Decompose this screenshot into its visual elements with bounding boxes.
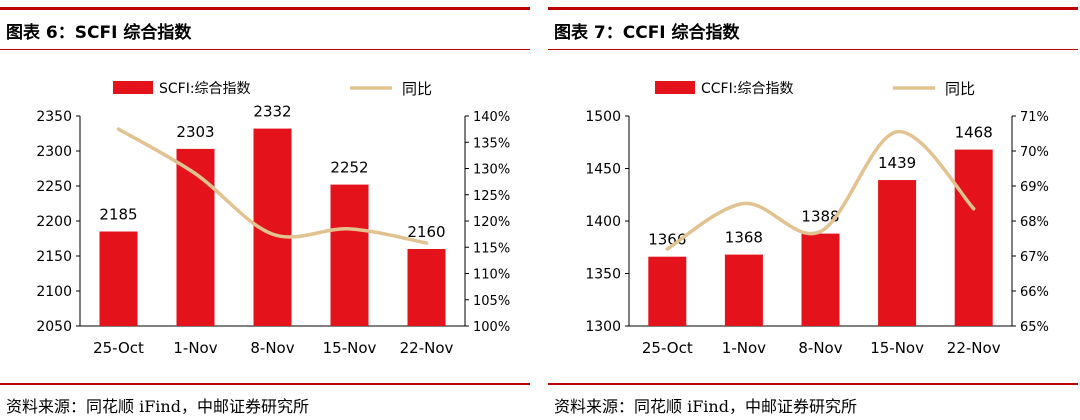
y2-tick-label: 105% [473, 294, 510, 309]
yoy-line [116, 127, 429, 245]
x-tick-label: 8-Nov [250, 339, 294, 357]
bar [648, 256, 687, 326]
bar [99, 231, 138, 326]
x-tick-label: 1-Nov [173, 339, 217, 357]
y2-tick-label: 125% [473, 189, 510, 204]
legend-line-label: 同比 [402, 80, 432, 98]
y-tick-label: 2100 [36, 284, 72, 300]
bar [801, 233, 840, 326]
bar-value-label: 2252 [330, 159, 368, 177]
y2-tick-label: 66% [1020, 285, 1049, 300]
y-tick-label: 1500 [585, 109, 621, 125]
legend-bar-swatch [655, 81, 695, 94]
y2-tick-label: 115% [473, 241, 510, 256]
y-tick-label: 2350 [36, 109, 72, 125]
source-note: 资料来源：同花顺 iFind，中邮证券研究所 [554, 397, 857, 416]
bar [330, 184, 369, 326]
y2-tick-label: 100% [473, 320, 510, 335]
bar [407, 249, 446, 326]
y-tick-label: 2250 [36, 179, 72, 195]
x-tick-label: 1-Nov [722, 339, 766, 357]
bar-value-label: 1439 [878, 154, 916, 172]
x-tick-label: 22-Nov [947, 339, 1001, 357]
bar-value-label: 1468 [955, 124, 993, 142]
y2-tick-label: 69% [1020, 180, 1049, 195]
legend-bar-label: CCFI:综合指数 [701, 81, 793, 97]
y2-tick-label: 140% [473, 110, 510, 125]
x-tick-label: 8-Nov [798, 339, 842, 357]
figure-scfi: 图表 6：SCFI 综合指数 2050 2100 2150 2200 2250 2300 2… [0, 0, 530, 420]
y2-tick-label: 120% [473, 215, 510, 230]
figure-title: 图表 6：SCFI 综合指数 [6, 23, 192, 43]
x-tick-label: 22-Nov [400, 339, 454, 357]
bar-value-label: 2185 [99, 206, 137, 224]
y2-tick-label: 68% [1020, 215, 1049, 230]
top-rule [0, 7, 530, 10]
y-tick-label: 1300 [585, 319, 621, 335]
legend-bar-swatch [113, 81, 153, 94]
y-tick-label: 2300 [36, 144, 72, 160]
bottom-rule [548, 383, 1078, 385]
bar-value-label: 2303 [176, 123, 214, 141]
y-tick-label: 2150 [36, 249, 72, 265]
y2-tick-label: 67% [1020, 250, 1049, 265]
y2-tick-label: 71% [1020, 110, 1049, 125]
source-note: 资料来源：同花顺 iFind，中邮证券研究所 [6, 397, 309, 416]
y-tick-label: 1350 [585, 267, 621, 283]
legend-line-label: 同比 [945, 80, 975, 98]
y2-tick-label: 110% [473, 268, 510, 283]
title-rule [0, 49, 530, 50]
legend-bar-label: SCFI:综合指数 [159, 81, 251, 97]
y-tick-label: 1400 [585, 214, 621, 230]
x-tick-label: 25-Oct [642, 339, 693, 357]
x-tick-label: 25-Oct [93, 339, 144, 357]
y-tick-label: 2200 [36, 214, 72, 230]
top-rule [548, 7, 1078, 10]
bar [954, 149, 993, 326]
bar [724, 254, 763, 326]
y2-tick-label: 65% [1020, 320, 1049, 335]
x-tick-label: 15-Nov [323, 339, 377, 357]
bar-value-label: 1368 [725, 229, 763, 247]
scfi-chart: 2050 2100 2150 2200 2250 2300 2350 100% 105% 110%… [36, 80, 510, 357]
bottom-rule [0, 383, 530, 385]
bar [878, 180, 917, 326]
y-tick-label: 1450 [585, 162, 621, 178]
title-rule [548, 49, 1078, 50]
figure-title: 图表 7：CCFI 综合指数 [554, 23, 740, 43]
bar [176, 148, 215, 326]
x-tick-label: 15-Nov [870, 339, 924, 357]
y2-tick-label: 130% [473, 163, 510, 178]
bar-value-label: 1388 [801, 208, 839, 226]
y-tick-label: 2050 [36, 319, 72, 335]
ccfi-chart: 1300 1350 1400 1450 1500 65% 66% 67% 68% 69% 70% 71… [585, 80, 1049, 357]
figure-ccfi: 图表 7：CCFI 综合指数 1300 1350 1400 1450 1500 65% 66… [548, 0, 1078, 420]
bar-value-label: 2332 [253, 103, 291, 121]
bar-value-label: 2160 [407, 223, 445, 241]
y2-tick-label: 70% [1020, 145, 1049, 160]
yoy-line [665, 129, 976, 251]
y2-tick-label: 135% [473, 136, 510, 151]
